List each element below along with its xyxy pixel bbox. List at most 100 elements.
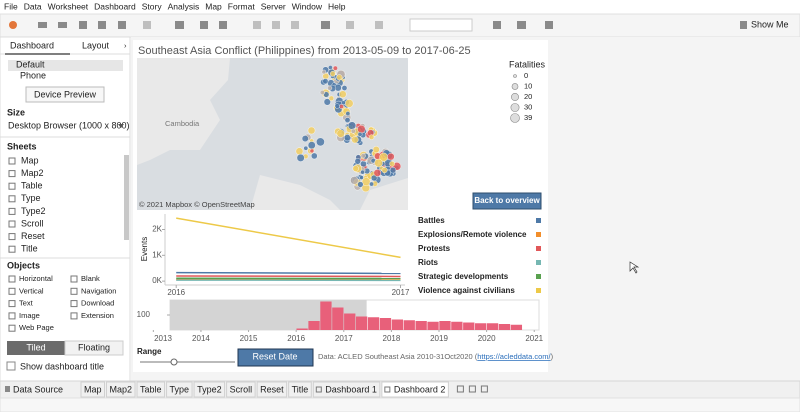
tab-new-story[interactable]	[480, 385, 488, 393]
reset-button-label[interactable]: Reset Date	[252, 351, 297, 361]
reset-button[interactable]	[237, 348, 314, 367]
source-note: Data: ACLED Southeast Asia 2010-31Oct202…	[318, 352, 554, 361]
sheet-item[interactable]: Map	[21, 155, 39, 165]
sheet-tab-bg[interactable]	[226, 381, 256, 398]
sheet-tab-bg[interactable]	[106, 381, 136, 398]
sheet-tab[interactable]: Reset	[260, 384, 284, 394]
checkbox[interactable]	[6, 361, 16, 371]
sheet-icon	[8, 195, 16, 203]
sheet-item[interactable]: Type	[21, 193, 41, 203]
sheet-tab-bg[interactable]	[193, 381, 226, 398]
object-item[interactable]: Vertical	[19, 286, 44, 295]
sheet-tab-bg[interactable]	[136, 381, 166, 398]
tiled-button[interactable]	[7, 341, 65, 355]
tab-new-sheet[interactable]	[456, 385, 464, 393]
sheet-item[interactable]: Title	[21, 244, 38, 254]
x-tick-label: 2014	[192, 334, 210, 343]
object-item[interactable]: Extension	[81, 311, 114, 320]
map-point	[336, 129, 345, 138]
sheet-tab-bg[interactable]	[381, 381, 449, 398]
sheet-tab[interactable]: Map2	[110, 384, 133, 394]
y-tick-label: 2K	[152, 225, 162, 234]
floating-label[interactable]: Floating	[78, 342, 110, 352]
object-item[interactable]: Navigation	[81, 286, 116, 295]
pane-tab[interactable]: Layout	[82, 40, 110, 50]
object-icon	[8, 324, 16, 332]
map-land	[360, 178, 408, 210]
object-item[interactable]: Image	[19, 311, 40, 320]
map-point	[339, 90, 347, 98]
map-point	[336, 74, 343, 81]
menu-item[interactable]: Analysis	[168, 1, 200, 11]
object-item[interactable]: Text	[19, 299, 34, 308]
sheet-tab[interactable]: Dashboard 2	[394, 384, 446, 394]
sheet-tab-bg[interactable]	[288, 381, 312, 398]
device[interactable]: Phone	[20, 70, 46, 80]
x-tick-label: 2016	[167, 288, 185, 297]
sheet-tab[interactable]: Table	[140, 384, 162, 394]
legend-label: Riots	[418, 258, 439, 267]
status-bar	[0, 397, 800, 412]
menu-item[interactable]: Format	[228, 1, 256, 11]
object-item[interactable]: Horizontal	[19, 274, 53, 283]
map-point	[341, 85, 348, 91]
object-item[interactable]: Download	[81, 299, 114, 308]
histogram-bar	[486, 323, 499, 330]
object-item[interactable]: Web Page	[19, 323, 54, 332]
show-me[interactable]: Show Me	[751, 19, 789, 29]
menu-item[interactable]: Server	[261, 1, 286, 11]
menu-item[interactable]: Map	[205, 1, 222, 11]
device[interactable]: Default	[16, 59, 45, 69]
menu-item[interactable]: Worksheet	[48, 1, 89, 11]
data-source-tab[interactable]: Data Source	[13, 384, 63, 394]
device-preview-label[interactable]: Device Preview	[34, 89, 97, 99]
sheet-tab[interactable]: Type	[170, 384, 190, 394]
menu-item[interactable]: Help	[328, 1, 346, 11]
show-title-label[interactable]: Show dashboard title	[20, 361, 104, 371]
sheet-tab[interactable]: Map	[84, 384, 102, 394]
sheet-tab-bg[interactable]	[80, 381, 106, 398]
menu-item[interactable]: Dashboard	[94, 1, 136, 11]
menu-item[interactable]: Data	[24, 1, 42, 11]
sheet-item[interactable]: Map2	[21, 168, 44, 178]
menu-item[interactable]: Story	[142, 1, 163, 11]
sheet-tab[interactable]: Scroll	[230, 384, 253, 394]
data-source-icon	[5, 386, 10, 392]
tab-icon	[315, 386, 322, 393]
sheet-tab[interactable]: Type2	[197, 384, 222, 394]
size-dropdown[interactable]: Desktop Browser (1000 x 800)	[8, 120, 130, 130]
map-point	[328, 95, 335, 101]
sheet-tab[interactable]: Dashboard 1	[325, 384, 377, 394]
device-preview-button[interactable]	[25, 86, 105, 103]
source-prefix: Data: ACLED Southeast Asia 2010-31Oct202…	[318, 352, 478, 361]
sheet-icon	[8, 220, 16, 228]
scrollbar[interactable]	[124, 155, 129, 240]
floating-button[interactable]	[64, 340, 124, 356]
x-tick-label: 2019	[430, 334, 448, 343]
object-item[interactable]: Blank	[81, 274, 100, 283]
sheet-item[interactable]: Type2	[21, 206, 46, 216]
tiled-label[interactable]: Tiled	[26, 342, 45, 352]
histogram-bar	[344, 313, 356, 330]
legend-label: Protests	[418, 244, 451, 253]
tab-new-dashboard[interactable]	[468, 385, 476, 393]
sheet-tab-bg[interactable]	[256, 381, 288, 398]
back-button[interactable]	[472, 192, 542, 210]
left-lists: Map Map2 Table Type Type2 Scroll Reset Title Hor…	[8, 155, 116, 332]
sheet-item[interactable]: Reset	[21, 231, 45, 241]
legend-size	[511, 83, 519, 90]
source-link[interactable]: https://acleddata.com/	[477, 352, 551, 361]
sheet-tab-bg[interactable]	[166, 381, 193, 398]
series-line	[176, 271, 401, 275]
menu-item[interactable]: File	[4, 1, 18, 11]
sheet-item[interactable]: Scroll	[21, 218, 44, 228]
slider-knob[interactable]	[170, 358, 178, 366]
back-button-label[interactable]: Back to overview	[474, 196, 540, 205]
menu-item[interactable]: Window	[292, 1, 323, 11]
map-point	[311, 152, 318, 160]
histogram-bar	[415, 321, 427, 330]
sheet-tab-bg[interactable]	[312, 381, 381, 398]
pane-tab[interactable]: Dashboard	[10, 40, 54, 50]
sheet-item[interactable]: Table	[21, 181, 43, 191]
sheet-tab[interactable]: Title	[292, 384, 309, 394]
